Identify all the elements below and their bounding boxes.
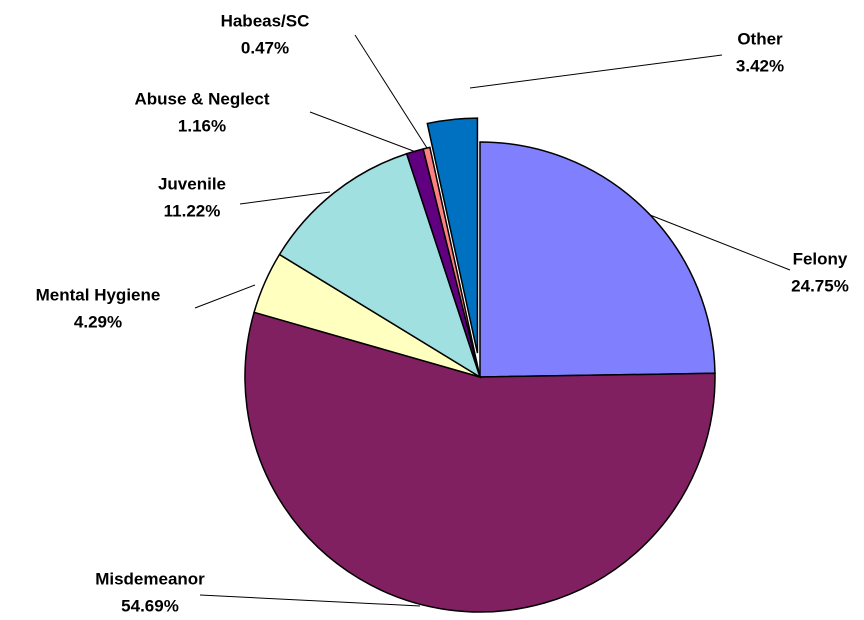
slice-label: Habeas/SC — [221, 11, 310, 30]
pie-slice — [244, 311, 716, 613]
pie-slice — [422, 146, 481, 378]
slice-value-label: 11.22% — [164, 201, 221, 220]
leader-line — [354, 34, 428, 149]
slice-label: Other — [737, 29, 783, 48]
slice-value-label: 24.75% — [791, 276, 849, 295]
slice-value-label: 4.29% — [74, 312, 122, 331]
pie-slice — [426, 117, 479, 354]
leader-line — [239, 191, 331, 205]
slice-label: Mental Hygiene — [36, 285, 161, 304]
leader-line — [194, 284, 256, 309]
slice-label: Felony — [793, 249, 848, 268]
slice-value-label: 3.42% — [736, 56, 784, 75]
pie-slice — [278, 152, 482, 379]
leader-line — [649, 214, 791, 271]
leader-line — [469, 54, 723, 89]
leader-line — [199, 594, 421, 607]
slice-value-label: 1.16% — [178, 116, 226, 135]
slice-label: Juvenile — [158, 174, 226, 193]
slice-label: Abuse & Neglect — [134, 89, 269, 108]
leader-line — [309, 111, 417, 153]
slice-value-label: 54.69% — [121, 596, 179, 615]
slice-value-label: 0.47% — [241, 38, 289, 57]
pie-slice — [479, 141, 716, 378]
slice-label: Misdemeanor — [95, 569, 205, 588]
